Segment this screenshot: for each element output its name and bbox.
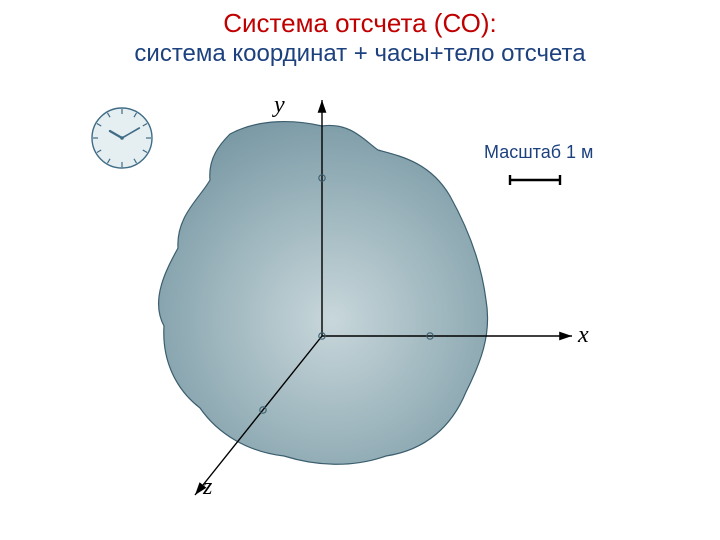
reference-body bbox=[159, 122, 488, 465]
scale-bar bbox=[510, 175, 560, 185]
frame-of-reference-diagram: Система отсчета (СО): система координат … bbox=[0, 0, 720, 540]
clock-icon bbox=[92, 108, 152, 168]
diagram-svg bbox=[0, 0, 720, 540]
